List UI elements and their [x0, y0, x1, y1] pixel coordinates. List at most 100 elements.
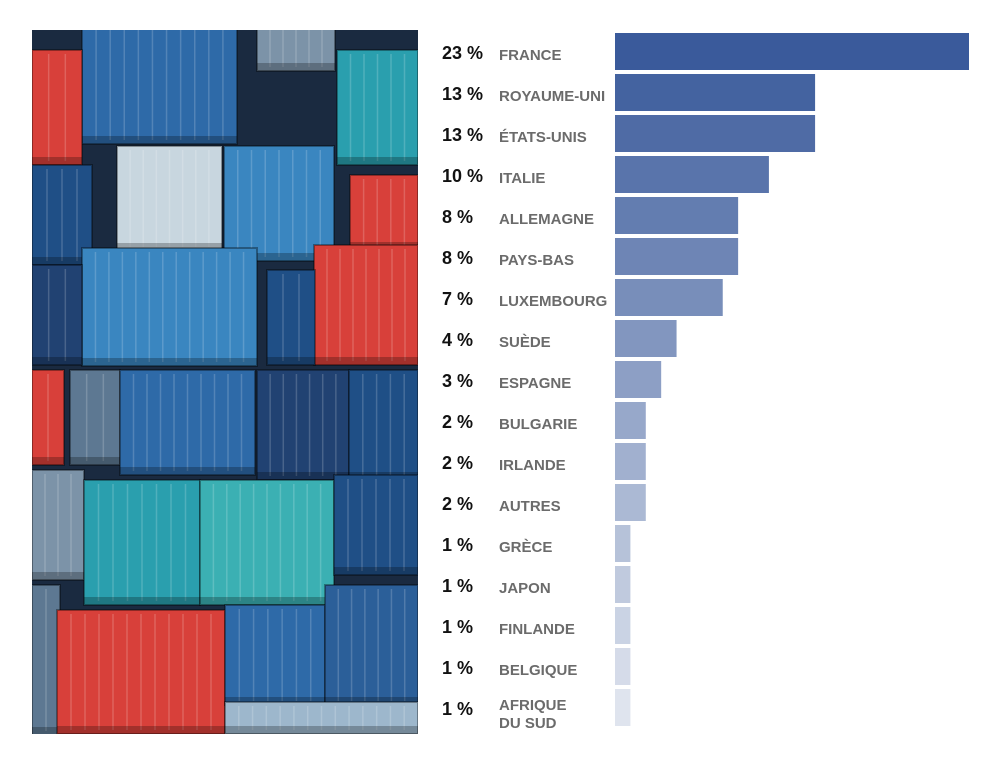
container-base: [257, 63, 335, 71]
bar: [615, 402, 646, 439]
container-base: [257, 472, 349, 480]
container-base: [120, 467, 255, 475]
container-base: [32, 727, 60, 734]
bar: [615, 484, 646, 521]
shipping-containers-photo: [32, 30, 418, 734]
container: [119, 369, 256, 476]
category-label: FRANCE: [499, 47, 562, 64]
value-label: 23 %: [442, 43, 483, 63]
value-label: 13 %: [442, 125, 483, 145]
container-base: [225, 697, 325, 705]
category-label: FINLANDE: [499, 621, 575, 638]
value-label: 2 %: [442, 494, 473, 514]
bar: [615, 361, 662, 398]
container-base: [314, 357, 418, 365]
bar: [615, 566, 631, 603]
category-label: IRLANDE: [499, 457, 566, 474]
container: [223, 145, 335, 262]
container-base: [70, 457, 120, 465]
container-base: [117, 243, 222, 251]
bar: [615, 443, 646, 480]
container: [32, 584, 61, 734]
bar: [615, 33, 969, 70]
value-label: 1 %: [442, 535, 473, 555]
value-label: 8 %: [442, 248, 473, 268]
bar: [615, 74, 816, 111]
category-label: GRÈCE: [499, 539, 552, 556]
container: [224, 701, 418, 734]
container-base: [57, 726, 225, 734]
container: [69, 369, 121, 466]
container: [349, 174, 418, 251]
container: [56, 609, 226, 734]
container: [256, 30, 336, 72]
container: [83, 479, 201, 606]
container-base: [82, 358, 257, 366]
container-base: [32, 457, 64, 465]
container-base: [225, 726, 418, 734]
container-base: [82, 136, 237, 144]
containers-illustration: [32, 30, 418, 734]
container: [333, 474, 418, 576]
bar: [615, 279, 723, 316]
value-label: 13 %: [442, 84, 483, 104]
value-label: 2 %: [442, 453, 473, 473]
value-label: 1 %: [442, 576, 473, 596]
container-base: [32, 157, 82, 165]
category-label: AFRIQUE: [499, 697, 567, 714]
bar: [615, 607, 631, 644]
bar-chart: 23 % FRANCE 13 % ROYAUME-UNI 13 % ÉTATS-UNIS 1…: [442, 33, 969, 732]
container: [32, 49, 83, 166]
value-label: 3 %: [442, 371, 473, 391]
category-label: BELGIQUE: [499, 662, 577, 679]
container-base: [32, 572, 84, 580]
category-label: LUXEMBOURG: [499, 293, 607, 310]
value-label: 7 %: [442, 289, 473, 309]
container: [224, 604, 326, 706]
category-label: ESPAGNE: [499, 375, 571, 392]
container: [348, 369, 418, 481]
category-label: ITALIE: [499, 170, 545, 187]
value-label: 1 %: [442, 617, 473, 637]
category-label: DU SUD: [499, 715, 557, 732]
container: [266, 269, 316, 366]
bar: [615, 156, 769, 193]
category-label: ALLEMAGNE: [499, 211, 594, 228]
container-base: [334, 567, 418, 575]
container-base: [32, 357, 82, 365]
value-label: 4 %: [442, 330, 473, 350]
bar: [615, 115, 816, 152]
category-label: JAPON: [499, 580, 551, 597]
bar: [615, 238, 739, 275]
container: [324, 584, 418, 706]
container-base: [224, 253, 334, 261]
category-label: ÉTATS-UNIS: [499, 129, 587, 146]
container: [32, 369, 65, 466]
container: [81, 247, 258, 367]
container: [81, 30, 238, 145]
container-base: [200, 597, 334, 605]
container-base: [267, 357, 315, 365]
value-label: 8 %: [442, 207, 473, 227]
container: [116, 145, 223, 252]
category-label: SUÈDE: [499, 334, 551, 351]
value-label: 10 %: [442, 166, 483, 186]
value-label: 1 %: [442, 658, 473, 678]
container: [32, 264, 83, 366]
bar: [615, 320, 677, 357]
bar: [615, 648, 631, 685]
value-label: 1 %: [442, 699, 473, 719]
category-label: AUTRES: [499, 498, 561, 515]
container: [336, 49, 418, 166]
container-base: [32, 257, 92, 265]
container-base: [325, 697, 418, 705]
bar: [615, 197, 739, 234]
category-label: BULGARIE: [499, 416, 577, 433]
bar: [615, 689, 631, 726]
bar: [615, 525, 631, 562]
category-label: ROYAUME-UNI: [499, 88, 605, 105]
category-label: PAYS-BAS: [499, 252, 574, 269]
container-base: [84, 597, 200, 605]
container-base: [337, 157, 418, 165]
value-label: 2 %: [442, 412, 473, 432]
